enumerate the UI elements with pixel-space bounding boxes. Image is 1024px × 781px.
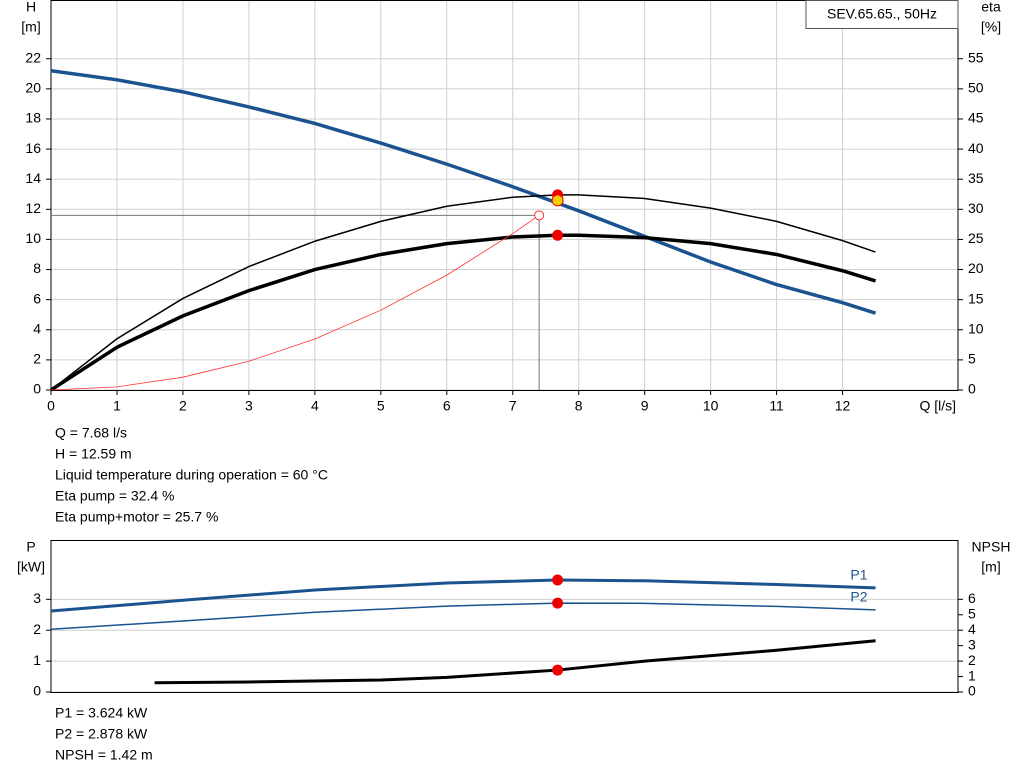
x-axis-label: Q [l/s] bbox=[919, 398, 956, 414]
y-axis-unit: [m] bbox=[21, 19, 40, 35]
y2-tick-label: 15 bbox=[968, 290, 984, 306]
x-tick-label: 6 bbox=[443, 398, 451, 414]
y-tick-label: 3 bbox=[33, 590, 41, 606]
series-line bbox=[50, 233, 877, 392]
y2-tick-label: 1 bbox=[968, 667, 976, 683]
y-tick-label: 20 bbox=[25, 80, 41, 96]
x-tick-label: 8 bbox=[575, 398, 583, 414]
series-line bbox=[50, 602, 876, 631]
y-tick-label: 12 bbox=[25, 200, 41, 216]
info-line: Eta pump+motor = 25.7 % bbox=[55, 509, 218, 525]
info-line: Q = 7.68 l/s bbox=[55, 425, 127, 441]
y2-axis-label: NPSH bbox=[972, 539, 1011, 555]
y-tick-label: 0 bbox=[33, 683, 41, 699]
x-tick-label: 7 bbox=[509, 398, 517, 414]
duty-point bbox=[552, 574, 564, 586]
y2-tick-label: 6 bbox=[968, 590, 976, 606]
series-label: P2 bbox=[850, 589, 867, 605]
y-tick-label: 1 bbox=[33, 652, 41, 668]
x-tick-label: 3 bbox=[245, 398, 253, 414]
series-line bbox=[154, 639, 876, 685]
x-tick-label: 4 bbox=[311, 398, 319, 414]
x-tick-label: 0 bbox=[47, 398, 55, 414]
y2-tick-label: 30 bbox=[968, 200, 984, 216]
series-line bbox=[50, 194, 876, 391]
plot-frame bbox=[50, 540, 959, 693]
y2-tick-label: 55 bbox=[968, 49, 984, 65]
y-tick-label: 0 bbox=[33, 381, 41, 397]
duty-point bbox=[552, 597, 564, 609]
plot-frame bbox=[50, 0, 959, 391]
y-tick-label: 6 bbox=[33, 290, 41, 306]
y-tick-label: 2 bbox=[33, 621, 41, 637]
x-tick-label: 2 bbox=[179, 398, 187, 414]
y-axis-unit: [kW] bbox=[17, 559, 45, 575]
x-tick-label: 1 bbox=[113, 398, 121, 414]
y2-axis-label: eta bbox=[981, 0, 1001, 15]
y2-tick-label: 50 bbox=[968, 80, 984, 96]
series-line bbox=[50, 214, 540, 391]
series-line bbox=[50, 69, 877, 315]
y2-tick-label: 40 bbox=[968, 140, 984, 156]
info-line: NPSH = 1.42 m bbox=[55, 747, 153, 763]
y-tick-label: 8 bbox=[33, 260, 41, 276]
x-tick-label: 9 bbox=[641, 398, 649, 414]
y-tick-label: 4 bbox=[33, 320, 41, 336]
chart-title: SEV.65.65., 50Hz bbox=[827, 6, 937, 22]
title-box bbox=[805, 0, 959, 29]
y2-tick-label: 20 bbox=[968, 260, 984, 276]
series-line bbox=[50, 578, 876, 613]
y2-tick-label: 45 bbox=[968, 110, 984, 126]
x-tick-label: 12 bbox=[835, 398, 851, 414]
y-axis-label: P bbox=[26, 539, 35, 555]
y2-tick-label: 4 bbox=[968, 621, 976, 637]
y2-axis-unit: [m] bbox=[981, 559, 1000, 575]
info-line: P1 = 3.624 kW bbox=[55, 705, 148, 721]
y-tick-label: 10 bbox=[25, 230, 41, 246]
info-line: Eta pump = 32.4 % bbox=[55, 488, 174, 504]
y2-tick-label: 10 bbox=[968, 320, 984, 336]
info-line: P2 = 2.878 kW bbox=[55, 726, 148, 742]
x-tick-label: 10 bbox=[703, 398, 719, 414]
y2-tick-label: 5 bbox=[968, 351, 976, 367]
x-tick-label: 5 bbox=[377, 398, 385, 414]
y2-tick-label: 2 bbox=[968, 652, 976, 668]
y-tick-label: 2 bbox=[33, 351, 41, 367]
info-line: Liquid temperature during operation = 60… bbox=[55, 467, 328, 483]
y-tick-label: 22 bbox=[25, 49, 41, 65]
duty-point bbox=[551, 194, 564, 207]
y-tick-label: 16 bbox=[25, 140, 41, 156]
y2-tick-label: 5 bbox=[968, 605, 976, 621]
y-tick-label: 18 bbox=[25, 110, 41, 126]
y2-axis-unit: [%] bbox=[981, 19, 1001, 35]
duty-point bbox=[552, 229, 564, 241]
x-tick-label: 11 bbox=[769, 398, 784, 414]
y2-tick-label: 3 bbox=[968, 636, 976, 652]
y-axis-label: H bbox=[26, 0, 36, 15]
y2-tick-label: 35 bbox=[968, 170, 984, 186]
reference-point bbox=[534, 210, 545, 221]
y-tick-label: 14 bbox=[25, 170, 41, 186]
y2-tick-label: 0 bbox=[968, 381, 976, 397]
y2-tick-label: 0 bbox=[968, 683, 976, 699]
info-line: H = 12.59 m bbox=[55, 446, 132, 462]
y2-tick-label: 25 bbox=[968, 230, 984, 246]
series-label: P1 bbox=[850, 567, 867, 583]
duty-point bbox=[552, 664, 564, 676]
